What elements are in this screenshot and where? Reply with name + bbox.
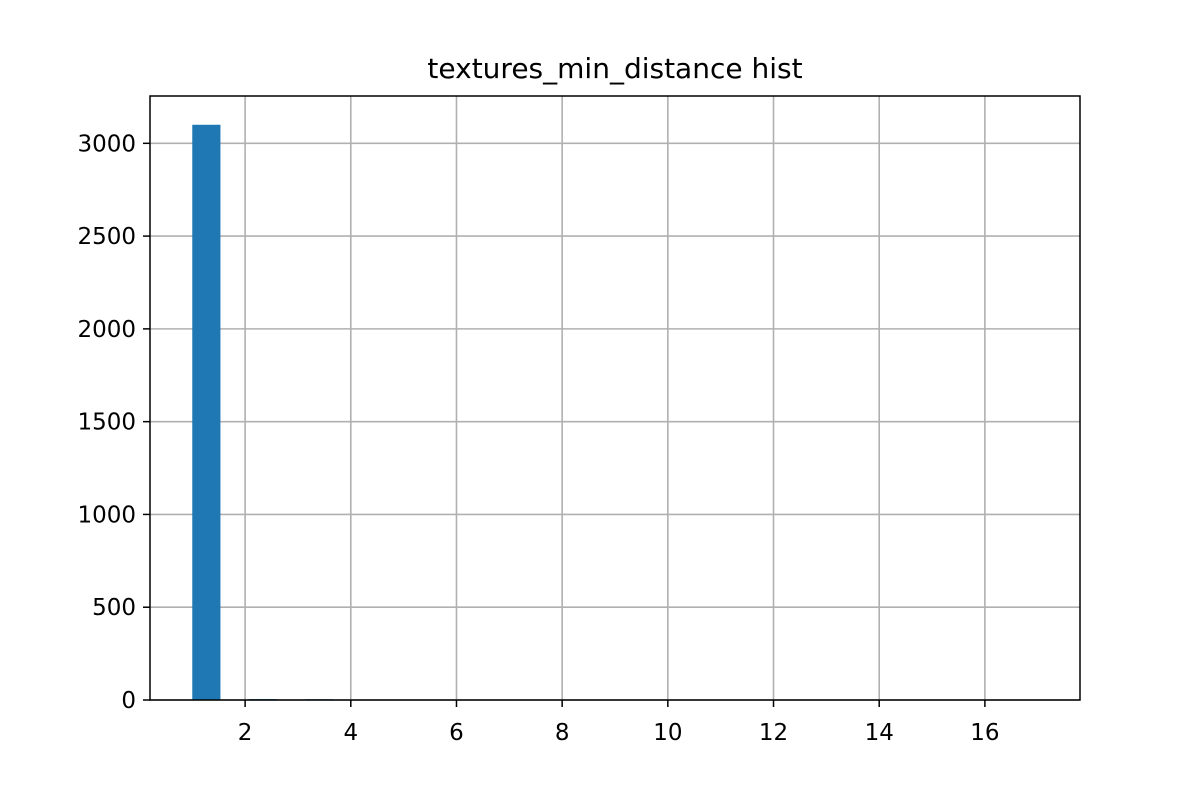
y-tick-label: 500 [92, 595, 136, 621]
y-tick-label: 0 [121, 688, 136, 714]
plot-area-frame [149, 95, 1081, 701]
x-tick-label: 12 [759, 720, 788, 746]
x-tick-label: 10 [653, 720, 682, 746]
y-axis: 0 500 1000 1500 2000 2500 3000 [77, 131, 150, 714]
x-tick-label: 8 [555, 720, 570, 746]
grid-lines [150, 96, 1080, 701]
x-tick-label: 14 [865, 720, 894, 746]
chart-title: textures_min_distance hist [427, 52, 802, 85]
y-tick-label: 2500 [77, 224, 136, 250]
x-tick-label: 2 [238, 720, 253, 746]
x-tick-label: 16 [970, 720, 999, 746]
y-tick-label: 3000 [77, 131, 136, 157]
y-tick-label: 2000 [77, 317, 136, 343]
x-tick-label: 4 [343, 720, 358, 746]
histogram-bar [192, 124, 221, 700]
y-tick-label: 1000 [77, 502, 136, 528]
x-tick-label: 6 [449, 720, 464, 746]
y-tick-label: 1500 [77, 410, 136, 436]
histogram-bars [192, 124, 334, 700]
x-axis: 2 4 6 8 10 12 14 16 [238, 700, 1000, 746]
